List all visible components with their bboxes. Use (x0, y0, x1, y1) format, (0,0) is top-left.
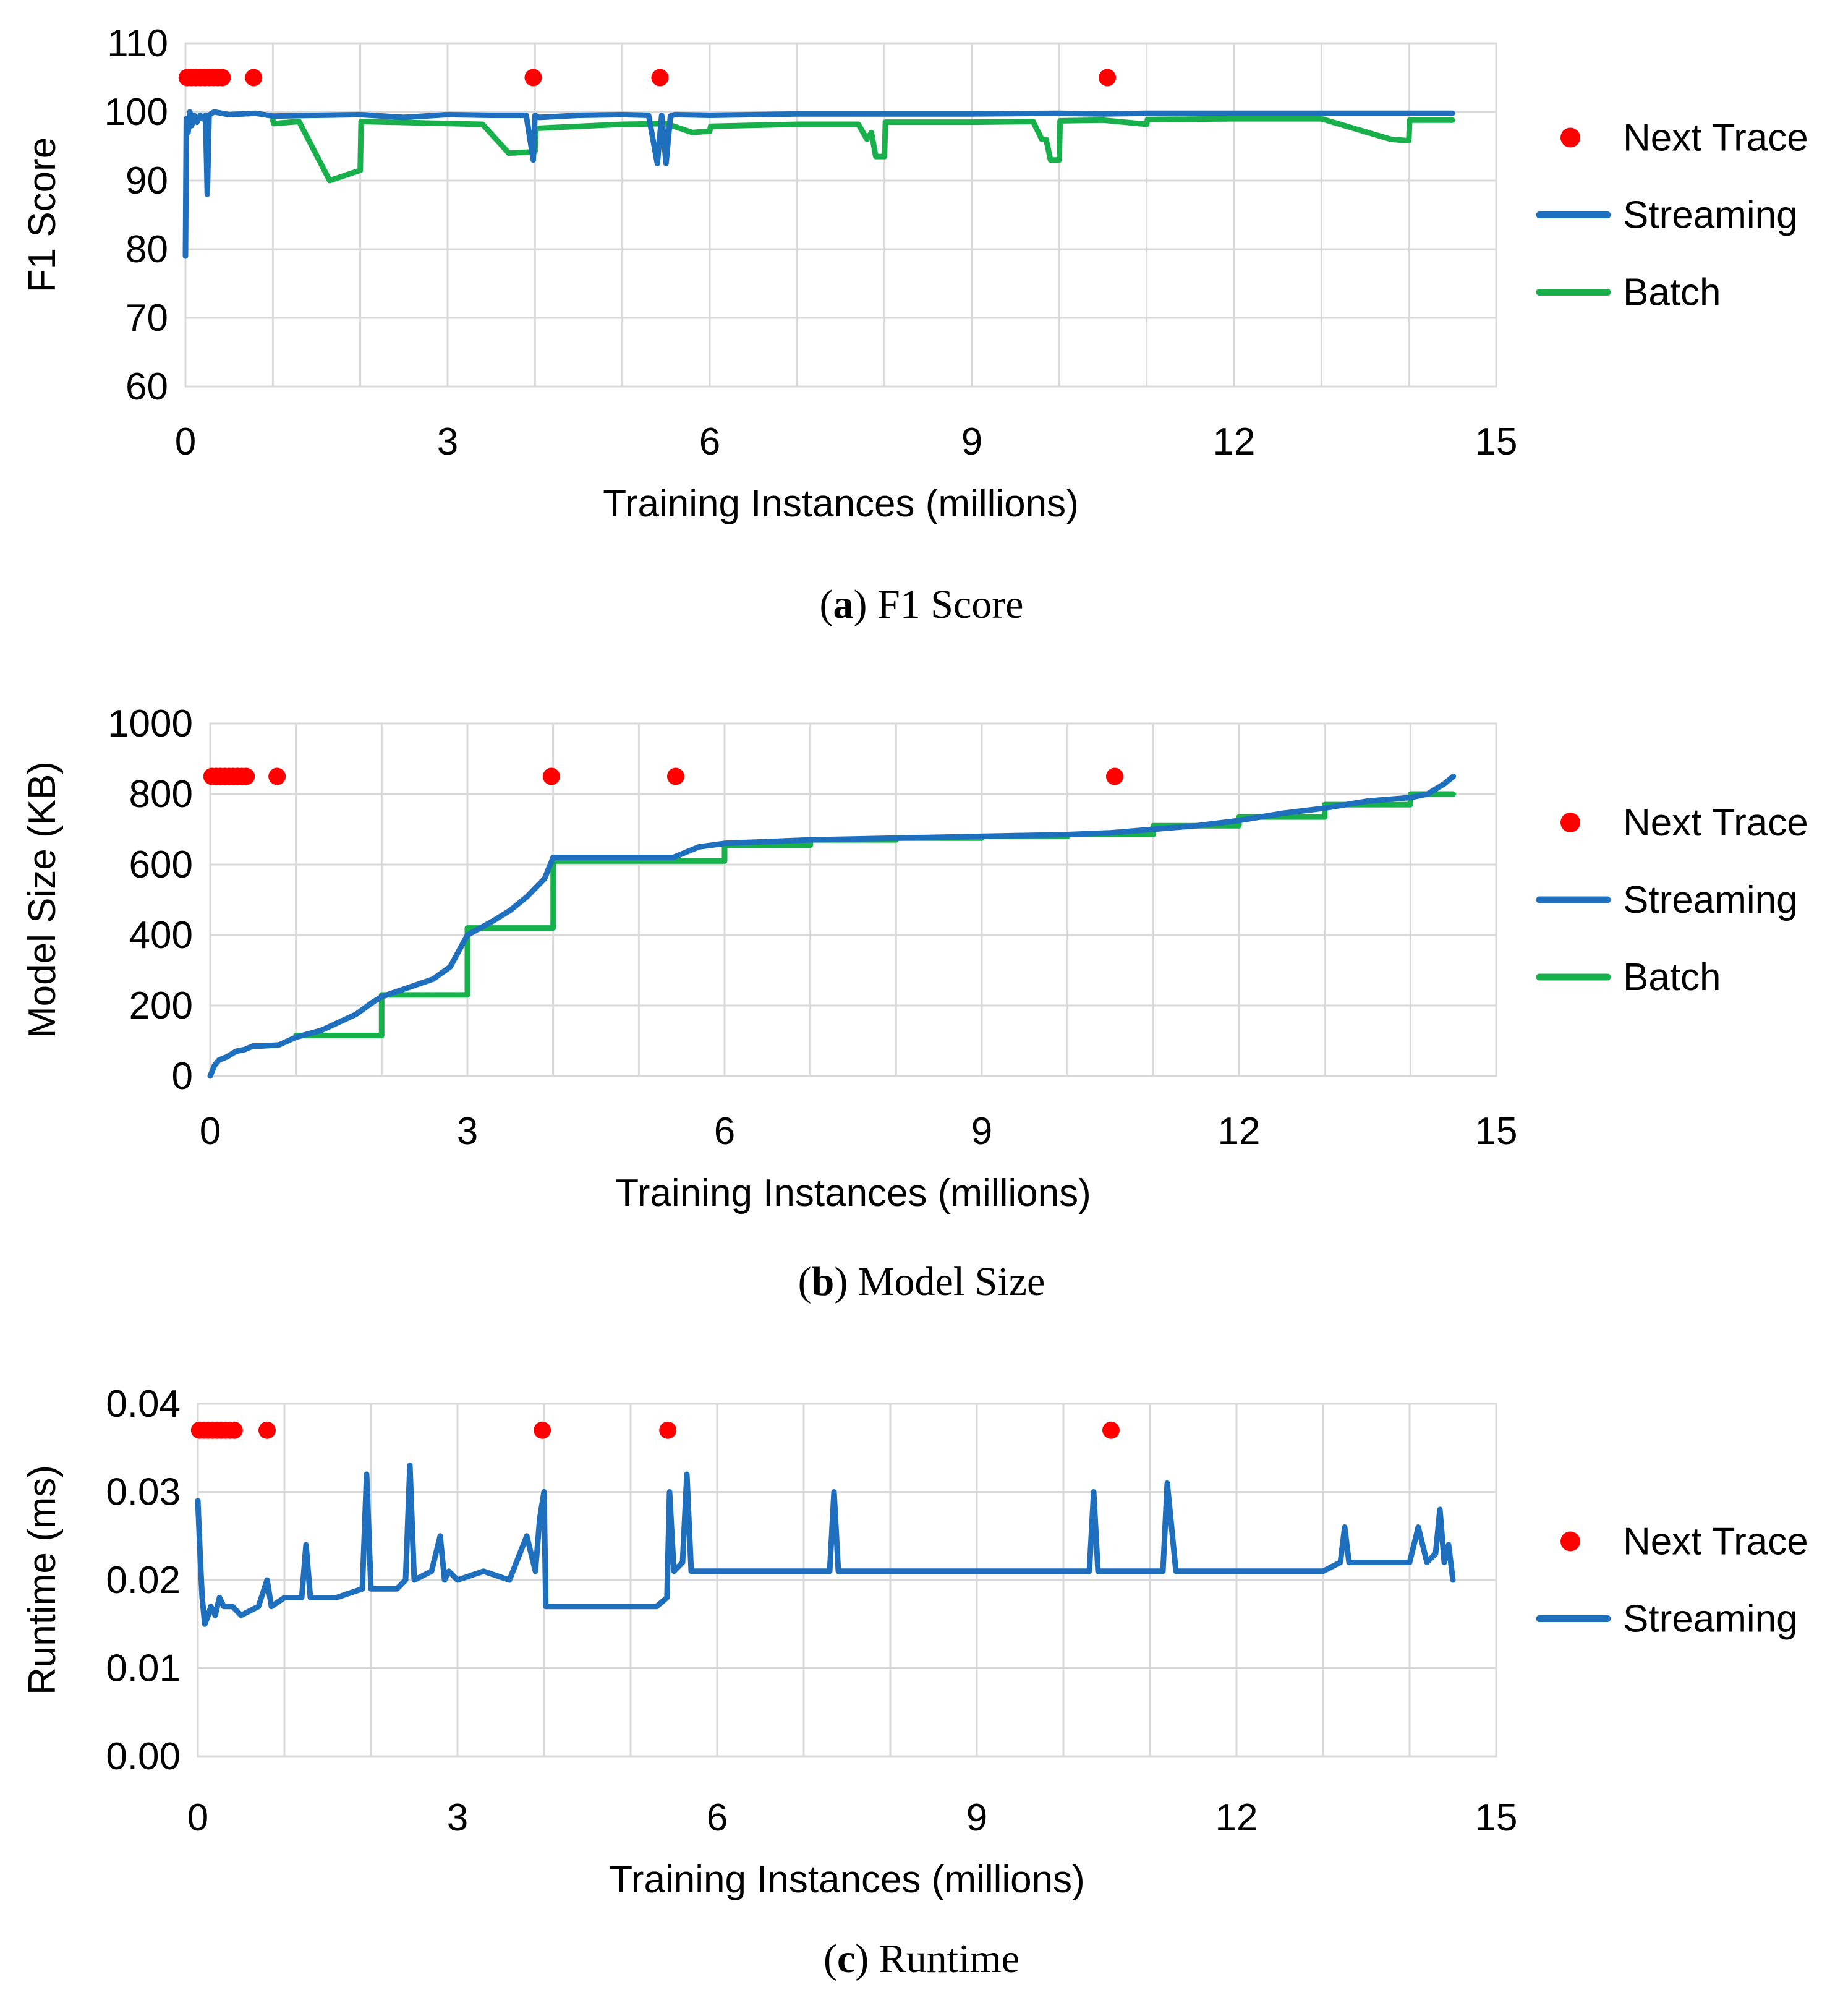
next-trace-marker (542, 767, 560, 785)
caption-b: (b) Model Size (798, 1259, 1045, 1304)
next-trace-marker (534, 1421, 551, 1439)
legend-label: Batch (1623, 271, 1721, 314)
y-tick-label: 0.04 (106, 1383, 181, 1425)
next-trace-marker (225, 1421, 243, 1439)
y-tick-label: 100 (104, 91, 168, 134)
x-axis-title: Training Instances (millions) (609, 1858, 1085, 1901)
y-tick-label: 0 (172, 1055, 193, 1098)
next-trace-marker (1099, 69, 1117, 87)
legend-next-trace-icon (1560, 813, 1580, 832)
y-tick-label: 1000 (108, 703, 193, 745)
runtime-chart: 0.00 0.01 0.02 0.03 0.04 0 3 6 9 12 15 Training Ins… (21, 1383, 1808, 1901)
next-trace-marker (237, 767, 255, 785)
x-axis-title: Training Instances (millions) (615, 1172, 1091, 1215)
legend-label: Next Trace (1623, 801, 1808, 844)
next-trace-marker (258, 1421, 276, 1439)
y-tick-label: 90 (126, 160, 168, 202)
f1-score-chart: 60 70 80 90 100 110 0 3 6 9 12 15 Training Instances… (21, 22, 1808, 525)
next-trace-marker (213, 69, 231, 87)
y-axis-title: F1 Score (21, 137, 64, 293)
next-trace-marker (1102, 1421, 1120, 1439)
x-tick-label: 3 (447, 1796, 468, 1839)
legend-label: Next Trace (1623, 117, 1808, 160)
caption-a: (a) F1 Score (819, 582, 1024, 627)
next-trace-marker (651, 69, 669, 87)
legend-next-trace-icon (1560, 127, 1580, 148)
y-tick-label: 0.02 (106, 1559, 181, 1602)
x-tick-label: 12 (1213, 421, 1256, 463)
x-tick-label: 6 (699, 421, 720, 463)
y-tick-label: 0.01 (106, 1647, 181, 1690)
panel-runtime: 0.00 0.01 0.02 0.03 0.04 0 3 6 9 12 15 Training Ins… (0, 1348, 1843, 2016)
legend-label: Streaming (1623, 1598, 1798, 1641)
y-tick-label: 0.00 (106, 1735, 181, 1778)
x-tick-label: 6 (707, 1796, 728, 1839)
plot-frame (184, 42, 1497, 388)
x-tick-label: 3 (457, 1110, 478, 1153)
legend-label: Streaming (1623, 194, 1798, 237)
legend-label: Batch (1623, 956, 1721, 999)
y-tick-label: 60 (126, 365, 168, 408)
y-axis-title: Runtime (ms) (21, 1465, 64, 1695)
x-tick-label: 6 (714, 1110, 735, 1153)
y-tick-label: 0.03 (106, 1471, 181, 1514)
next-trace-marker (666, 767, 684, 785)
y-tick-label: 600 (129, 844, 193, 886)
x-tick-label: 0 (187, 1796, 208, 1839)
legend-label: Streaming (1623, 879, 1798, 921)
x-tick-label: 9 (966, 1796, 987, 1839)
plot-frame (197, 1403, 1497, 1758)
model-size-chart: 0 200 400 600 800 1000 0 3 6 9 12 15 Training Instan… (21, 703, 1808, 1215)
x-tick-label: 9 (961, 421, 982, 463)
panel-f1-score: 60 70 80 90 100 110 0 3 6 9 12 15 Training Instances… (0, 0, 1843, 643)
x-tick-label: 0 (175, 421, 196, 463)
x-tick-label: 15 (1475, 1796, 1518, 1839)
streaming-series-line (195, 1463, 1456, 1627)
x-tick-label: 3 (437, 421, 458, 463)
x-tick-label: 12 (1215, 1796, 1258, 1839)
next-trace-marker (268, 767, 286, 785)
streaming-series-line (182, 109, 1455, 259)
batch-series-line (270, 116, 1455, 184)
next-trace-marker (245, 69, 263, 87)
x-tick-label: 0 (200, 1110, 221, 1153)
caption-c: (c) Runtime (823, 1936, 1020, 1981)
y-tick-label: 800 (129, 773, 193, 816)
y-tick-label: 70 (126, 297, 168, 340)
plot-frame (209, 722, 1497, 1077)
x-axis-title: Training Instances (millions) (603, 482, 1079, 525)
panel-model-size: 0 200 400 600 800 1000 0 3 6 9 12 15 Training Instan… (0, 674, 1843, 1330)
y-tick-label: 200 (129, 985, 193, 1027)
x-tick-label: 15 (1475, 421, 1518, 463)
x-tick-label: 15 (1475, 1110, 1518, 1153)
streaming-series-line (207, 774, 1457, 1079)
y-axis-title: Model Size (KB) (21, 761, 64, 1038)
next-trace-marker (524, 69, 542, 87)
legend-label: Next Trace (1623, 1521, 1808, 1563)
y-tick-label: 110 (107, 22, 168, 65)
x-tick-label: 12 (1218, 1110, 1261, 1153)
y-tick-label: 80 (126, 228, 168, 271)
legend-next-trace-icon (1560, 1531, 1580, 1552)
next-trace-marker (1105, 767, 1123, 785)
y-tick-label: 400 (129, 914, 193, 957)
x-tick-label: 9 (971, 1110, 992, 1153)
next-trace-marker (659, 1421, 677, 1439)
batch-series-line (293, 791, 1457, 1038)
